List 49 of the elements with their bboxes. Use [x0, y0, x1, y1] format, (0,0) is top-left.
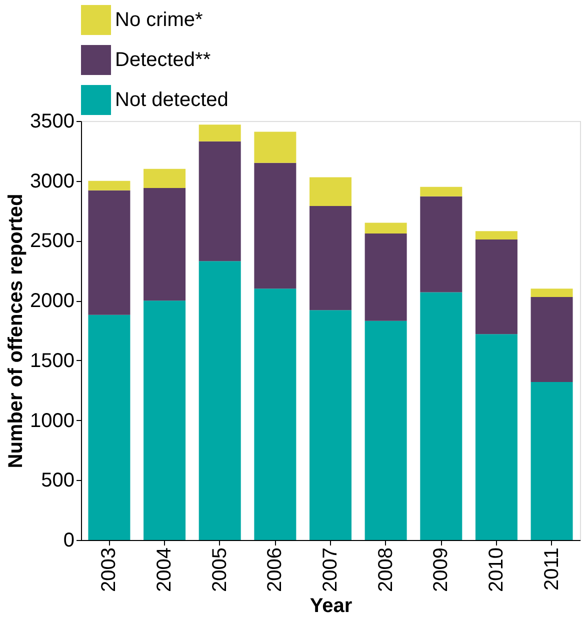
x-tick-label: 2006: [264, 548, 286, 592]
bar: [254, 132, 296, 163]
x-tick-label: 2004: [154, 548, 176, 592]
y-tick-label: 2500: [30, 230, 74, 252]
y-tick-label: 3000: [30, 170, 74, 192]
y-tick-label: 2000: [30, 290, 74, 312]
bar: [530, 296, 573, 382]
y-axis-title: Number of offences reported: [5, 194, 28, 468]
bar: [88, 180, 130, 190]
x-tick-label: 2005: [208, 548, 231, 592]
bar: [198, 124, 241, 142]
bar: [530, 382, 573, 540]
bar: [420, 186, 462, 196]
x-tick-label: 2008: [374, 548, 397, 592]
legend-label: No crime*: [115, 9, 204, 31]
bar: [364, 234, 407, 321]
bar: [198, 261, 241, 540]
y-tick-label: 3500: [30, 110, 74, 132]
bar: [88, 190, 130, 315]
bar: [310, 177, 352, 206]
legend-label: Not detected: [115, 89, 228, 111]
x-tick-label: 2011: [540, 548, 563, 591]
y-tick-label: 0: [63, 530, 74, 552]
bar: [254, 288, 296, 540]
x-tick-label: 2010: [485, 548, 508, 592]
x-tick-label: 2007: [320, 548, 342, 592]
bar: [88, 314, 130, 540]
bar: [144, 168, 186, 188]
bar: [475, 334, 518, 540]
bar: [364, 222, 407, 234]
x-tick-label: 2009: [430, 548, 452, 592]
bar: [144, 188, 186, 301]
legend-label: Detected**: [115, 49, 211, 71]
bar: [420, 196, 462, 292]
bar: [310, 206, 352, 310]
y-tick-label: 1000: [30, 410, 74, 432]
y-tick-label: 500: [41, 470, 74, 492]
bar: [144, 300, 186, 540]
bar: [198, 141, 241, 262]
bar: [364, 320, 407, 540]
y-tick-label: 1500: [30, 350, 74, 372]
bar: [310, 310, 352, 540]
bar: [475, 231, 518, 240]
x-axis-title: Year: [310, 594, 352, 617]
x-tick-label: 2003: [98, 548, 120, 592]
bar: [475, 240, 518, 334]
bar: [420, 292, 462, 540]
bar: [530, 288, 573, 297]
bar: [254, 162, 296, 289]
